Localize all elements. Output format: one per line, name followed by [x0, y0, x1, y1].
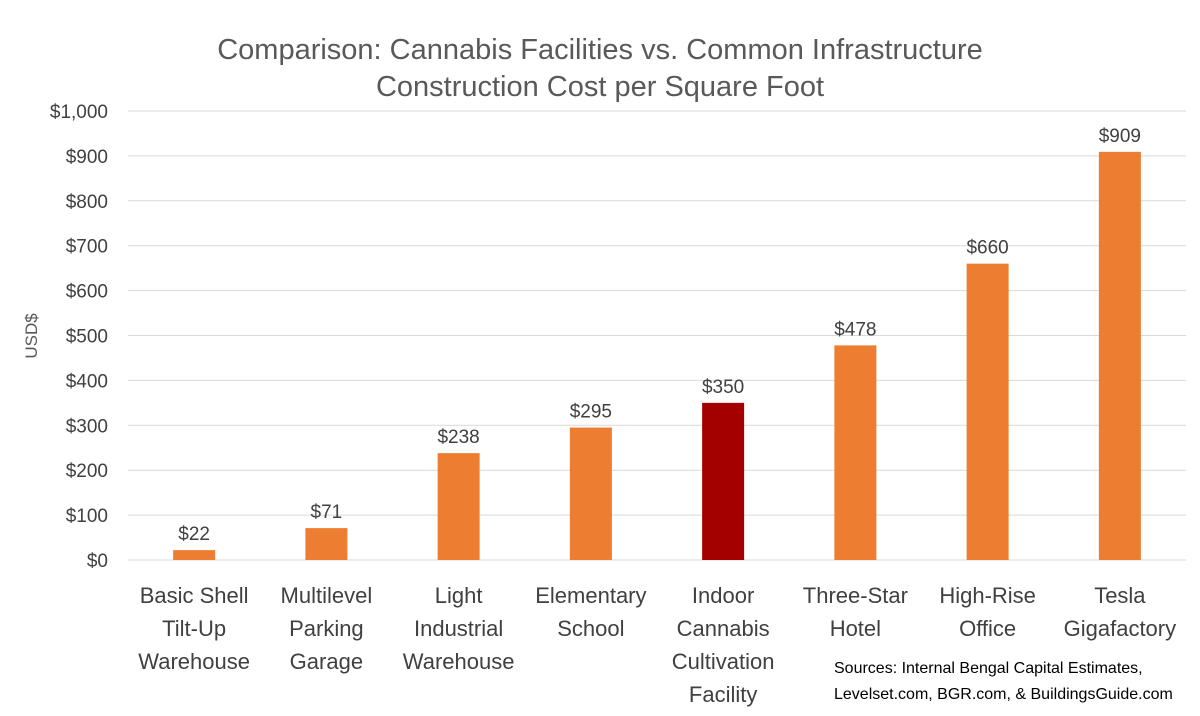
bar — [966, 263, 1009, 560]
chart-title: Comparison: Cannabis Facilities vs. Comm… — [217, 34, 983, 103]
category-label: Tesla Gigafactory — [1064, 583, 1177, 641]
bar — [834, 345, 877, 560]
source-line: Levelset.com, BGR.com, & BuildingsGuide.… — [834, 686, 1173, 703]
y-tick-label: $0 — [87, 551, 108, 572]
bar — [437, 453, 480, 560]
source-annotation: Sources: Internal Bengal Capital Estimat… — [834, 660, 1173, 703]
y-axis-ticks: $0 $100 $200 $300 $400 $500 $600 $700 $800 $900 $1… — [50, 102, 108, 572]
data-labels: $22 $71 $238 $295 $350 $478 $660 $909 — [178, 126, 1141, 545]
category-label-line: High-Rise — [939, 583, 1036, 608]
category-label-line: Industrial — [414, 616, 503, 641]
category-label: Multilevel Parking Garage — [281, 583, 373, 674]
category-label-line: Multilevel — [281, 583, 373, 608]
category-label: Elementary School — [535, 583, 646, 641]
data-label: $238 — [437, 427, 479, 448]
category-label-line: Office — [959, 616, 1016, 641]
data-label: $71 — [311, 502, 343, 523]
x-axis-categories: Basic Shell Tilt-Up Warehouse Multilevel Par… — [138, 583, 1176, 707]
category-label-line: Cannabis — [677, 616, 770, 641]
data-label: $350 — [702, 377, 744, 398]
source-line: Sources: Internal Bengal Capital Estimat… — [834, 660, 1143, 677]
category-label-line: Tesla — [1094, 583, 1146, 608]
category-label-line: Hotel — [830, 616, 881, 641]
y-tick-label: $700 — [66, 237, 108, 258]
category-label-line: Three-Star — [803, 583, 908, 608]
category-label: Indoor Cannabis Cultivation Facility — [672, 583, 775, 707]
data-label: $478 — [834, 319, 876, 340]
category-label-line: School — [557, 616, 624, 641]
category-label-line: Elementary — [535, 583, 646, 608]
chart-title-line: Construction Cost per Square Foot — [376, 71, 824, 103]
y-tick-label: $200 — [66, 461, 108, 482]
data-label: $22 — [178, 524, 210, 545]
category-label-line: Light — [435, 583, 483, 608]
y-tick-label: $300 — [66, 416, 108, 437]
bar — [173, 550, 216, 560]
category-label-line: Indoor — [692, 583, 754, 608]
category-label-line: Facility — [689, 682, 757, 707]
y-axis-label: USD$ — [22, 313, 41, 359]
data-label: $295 — [570, 402, 612, 423]
y-tick-label: $600 — [66, 282, 108, 303]
y-tick-label: $400 — [66, 371, 108, 392]
data-label: $660 — [966, 238, 1008, 259]
category-label: High-Rise Office — [939, 583, 1036, 641]
bars — [173, 151, 1141, 560]
y-tick-label: $500 — [66, 327, 108, 348]
category-label-line: Parking — [289, 616, 364, 641]
category-label: Basic Shell Tilt-Up Warehouse — [138, 583, 250, 674]
bar — [569, 427, 612, 560]
category-label-line: Gigafactory — [1064, 616, 1177, 641]
y-tick-label: $1,000 — [50, 102, 108, 123]
category-label-line: Warehouse — [403, 649, 515, 674]
bar — [1098, 151, 1141, 560]
category-label-line: Warehouse — [138, 649, 250, 674]
gridlines — [128, 110, 1186, 561]
category-label-line: Basic Shell — [140, 583, 249, 608]
y-tick-label: $900 — [66, 147, 108, 168]
chart-title-line: Comparison: Cannabis Facilities vs. Comm… — [217, 34, 983, 66]
bar — [702, 402, 745, 560]
y-tick-label: $100 — [66, 506, 108, 527]
category-label-line: Garage — [290, 649, 363, 674]
data-label: $909 — [1099, 126, 1141, 147]
bar — [305, 528, 348, 560]
y-tick-label: $800 — [66, 192, 108, 213]
category-label-line: Tilt-Up — [162, 616, 226, 641]
category-label: Light Industrial Warehouse — [403, 583, 515, 674]
category-label: Three-Star Hotel — [803, 583, 908, 641]
category-label-line: Cultivation — [672, 649, 775, 674]
